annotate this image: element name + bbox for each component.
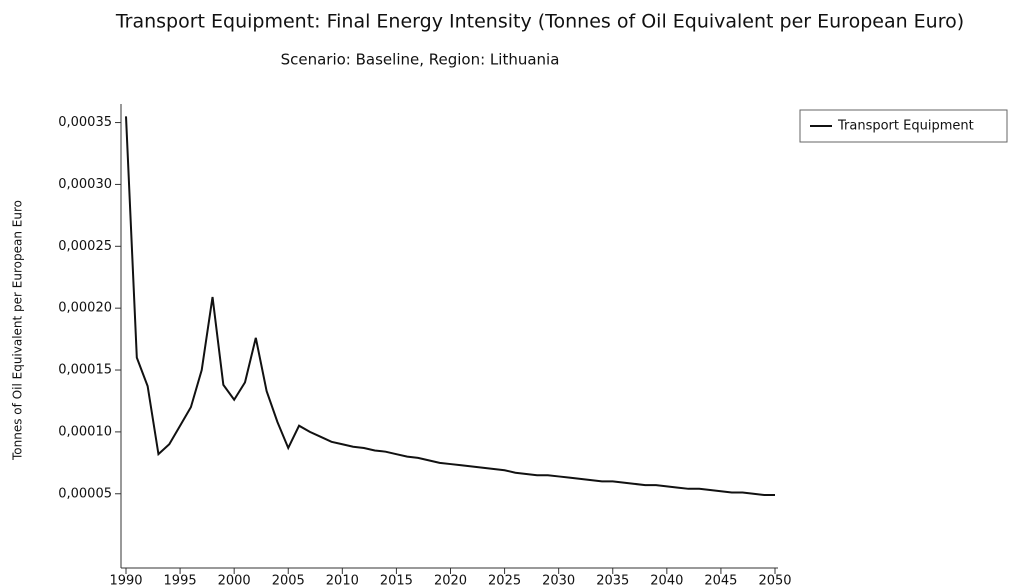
x-tick-label: 1990: [109, 574, 142, 588]
x-tick-label: 2015: [380, 574, 413, 588]
x-tick-label: 2050: [758, 574, 791, 588]
x-tick-label: 2045: [704, 574, 737, 588]
y-tick-label: 0,00015: [58, 363, 112, 378]
y-tick-label: 0,00005: [58, 486, 112, 501]
x-tick-label: 2025: [488, 574, 521, 588]
x-tick-label: 2035: [596, 574, 629, 588]
legend-label: Transport Equipment: [837, 119, 974, 134]
y-tick-label: 0,00010: [58, 424, 112, 439]
chart-title: Transport Equipment: Final Energy Intens…: [115, 11, 964, 33]
x-tick-label: 2000: [218, 574, 251, 588]
y-tick-label: 0,00020: [58, 301, 112, 316]
chart-subtitle: Scenario: Baseline, Region: Lithuania: [281, 51, 560, 69]
y-axis-label: Tonnes of Oil Equivalent per European Eu…: [11, 200, 25, 461]
x-tick-label: 1995: [164, 574, 197, 588]
y-tick-label: 0,00030: [58, 177, 112, 192]
x-tick-label: 2020: [434, 574, 467, 588]
line-series: [125, 116, 775, 496]
x-tick-label: 2010: [326, 574, 359, 588]
y-tick-label: 0,00035: [58, 115, 112, 130]
y-tick-label: 0,00025: [58, 239, 112, 254]
legend-box: [799, 109, 1008, 143]
x-tick-label: 2005: [272, 574, 305, 588]
x-tick-label: 2030: [542, 574, 575, 588]
x-tick-label: 2040: [650, 574, 683, 588]
